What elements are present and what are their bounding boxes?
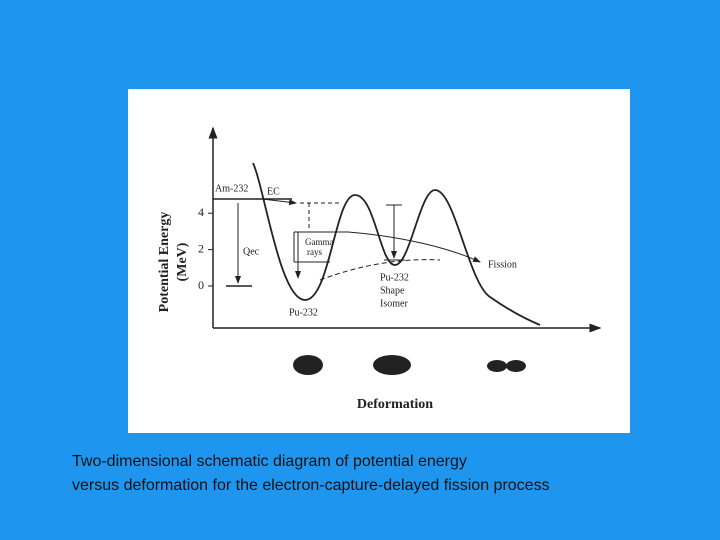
y-tick-label: 2 <box>198 241 204 255</box>
label: Pu-232 <box>380 272 409 283</box>
ec-arrow <box>261 198 297 206</box>
label: EC <box>267 186 280 197</box>
nucleus-shape <box>506 360 526 372</box>
caption: Two-dimensional schematic diagram of pot… <box>72 453 467 470</box>
label: Isomer <box>380 298 408 309</box>
y-axis-label: Potential Energy <box>157 212 172 313</box>
x-axis-label: Deformation <box>357 397 433 412</box>
label: Pu-232 <box>289 307 318 318</box>
nucleus-shape <box>487 360 507 372</box>
nucleus-shape <box>293 355 323 375</box>
label: Am-232 <box>215 183 248 194</box>
label: Qec <box>243 246 260 257</box>
label: Gamma <box>305 237 334 247</box>
nucleus-shape <box>373 355 411 375</box>
caption: versus deformation for the electron-capt… <box>72 477 550 494</box>
figure-panel <box>128 89 630 433</box>
fission-path-upper <box>347 231 481 263</box>
label: Fission <box>488 259 517 270</box>
y-axis-label: (MeV) <box>175 242 190 281</box>
label: rays <box>307 247 322 257</box>
potential-curve <box>252 162 541 326</box>
y-tick-label: 4 <box>198 205 204 219</box>
y-tick-label: 0 <box>198 278 204 292</box>
label: Shape <box>380 285 405 296</box>
